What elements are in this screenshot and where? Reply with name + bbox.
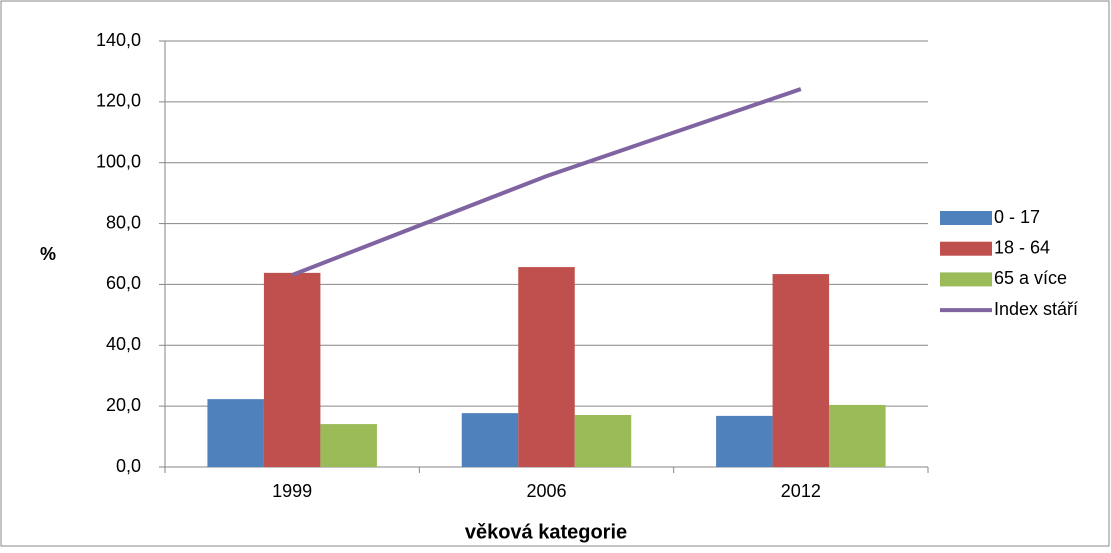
line bbox=[291, 87, 802, 277]
y-tick-label: 100,0 bbox=[96, 151, 141, 171]
bar bbox=[574, 414, 632, 467]
bar bbox=[461, 413, 519, 467]
legend-label: Index stáří bbox=[994, 299, 1078, 319]
bar bbox=[320, 424, 377, 467]
y-tick-label: 120,0 bbox=[96, 91, 141, 111]
legend-swatch bbox=[940, 241, 992, 256]
y-axis-title: % bbox=[40, 244, 56, 264]
y-tick-label: 40,0 bbox=[106, 334, 141, 354]
bar bbox=[772, 274, 830, 467]
legend-label: 0 - 17 bbox=[994, 207, 1040, 227]
legend-label: 18 - 64 bbox=[994, 237, 1050, 257]
y-tick-label: 0,0 bbox=[116, 456, 141, 476]
x-tick-label: 2012 bbox=[781, 481, 821, 501]
y-tick-label: 60,0 bbox=[106, 273, 141, 293]
y-tick-label: 140,0 bbox=[96, 30, 141, 50]
x-axis-title: věková kategorie bbox=[465, 521, 627, 543]
bar bbox=[263, 272, 321, 467]
bar bbox=[829, 404, 886, 467]
y-tick-label: 80,0 bbox=[106, 212, 141, 232]
legend-swatch bbox=[940, 272, 992, 287]
bar bbox=[207, 399, 264, 467]
y-tick-label: 20,0 bbox=[106, 395, 141, 415]
bar bbox=[518, 267, 575, 467]
legend-label: 65 a více bbox=[994, 268, 1067, 288]
legend-swatch bbox=[940, 211, 992, 225]
x-tick-label: 1999 bbox=[272, 481, 312, 501]
bar bbox=[716, 415, 773, 467]
x-tick-label: 2006 bbox=[526, 481, 566, 501]
